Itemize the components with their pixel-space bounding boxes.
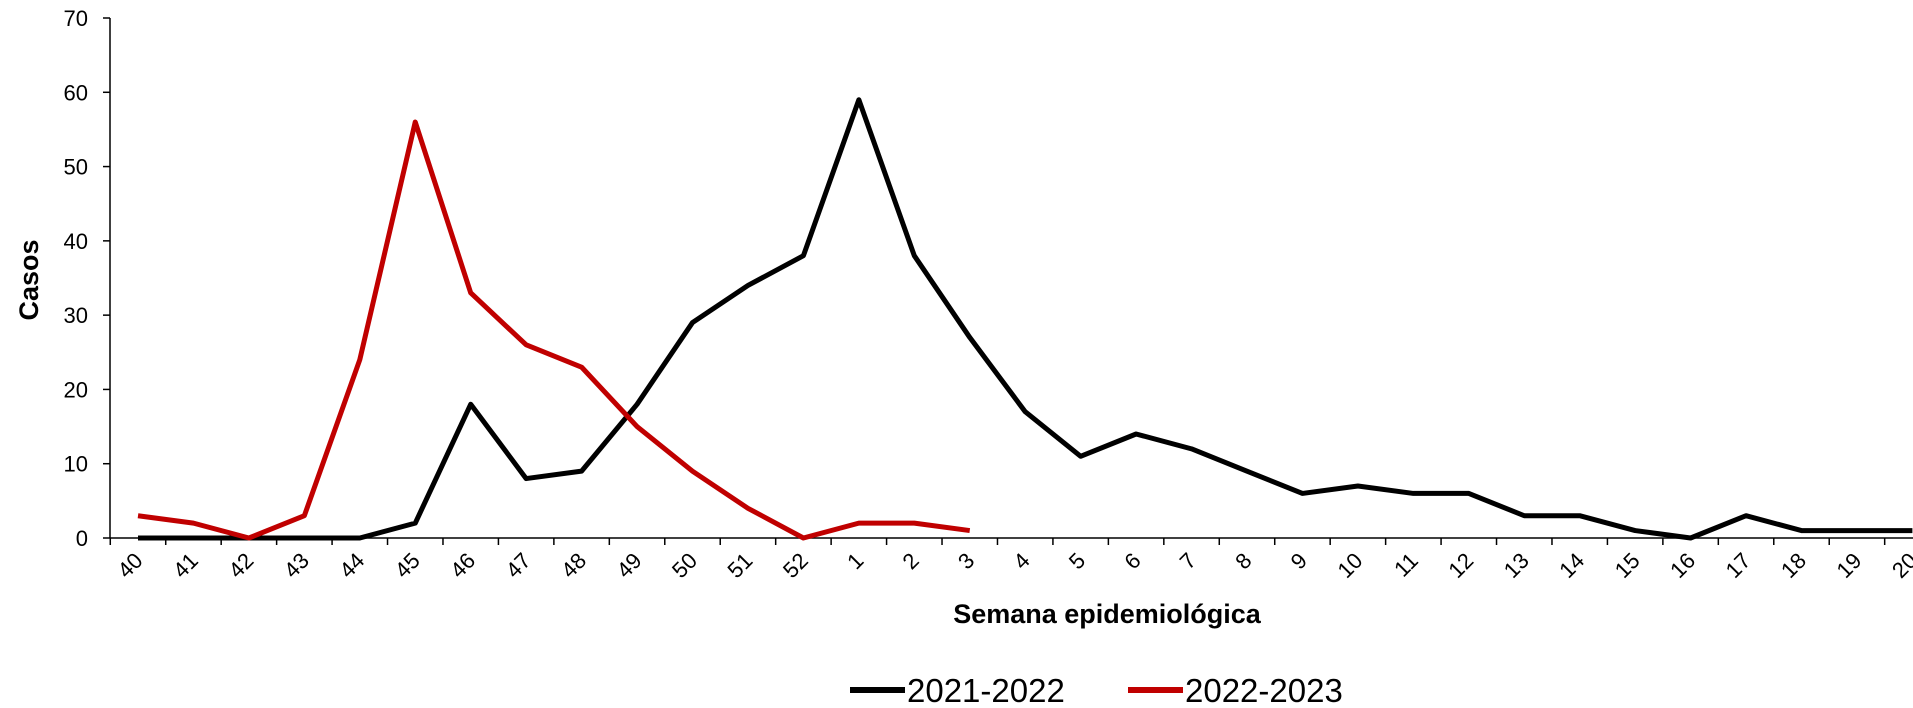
x-tick-label: 10 [1332, 548, 1367, 583]
x-tick-label: 47 [501, 548, 536, 583]
x-tick-label: 50 [667, 548, 702, 583]
x-tick-label: 7 [1175, 548, 1201, 574]
x-tick-label: 45 [390, 548, 425, 583]
y-tick-label: 50 [64, 155, 88, 180]
legend-label: 2021-2022 [907, 672, 1065, 708]
x-tick-label: 14 [1554, 548, 1589, 583]
x-tick-label: 18 [1776, 548, 1811, 583]
x-tick-label: 9 [1286, 548, 1312, 574]
y-tick-label: 70 [64, 6, 88, 31]
x-tick-label: 49 [612, 548, 647, 583]
x-tick-label: 41 [168, 548, 203, 583]
x-tick-label: 46 [445, 548, 480, 583]
x-tick-label: 8 [1230, 548, 1256, 574]
x-tick-label: 13 [1499, 548, 1534, 583]
x-tick-label: 40 [113, 548, 148, 583]
legend-label: 2022-2023 [1185, 672, 1343, 708]
x-tick-label: 17 [1721, 548, 1756, 583]
x-tick-label: 42 [223, 548, 258, 583]
y-tick-label: 40 [64, 229, 88, 254]
y-tick-label: 0 [76, 526, 88, 551]
x-tick-label: 2 [897, 548, 923, 574]
x-tick-label: 15 [1610, 548, 1645, 583]
x-tick-label: 1 [842, 548, 868, 574]
x-tick-label: 19 [1831, 548, 1866, 583]
series-line [138, 97, 1913, 541]
y-tick-label: 60 [64, 80, 88, 105]
x-tick-label: 48 [556, 548, 591, 583]
x-tick-label: 6 [1119, 548, 1145, 574]
x-tick-label: 4 [1008, 548, 1034, 574]
x-tick-label: 3 [953, 548, 979, 574]
x-tick-label: 20 [1887, 548, 1913, 583]
x-tick-label: 16 [1665, 548, 1700, 583]
x-tick-label: 11 [1389, 548, 1423, 582]
y-tick-label: 30 [64, 303, 88, 328]
x-tick-label: 51 [722, 548, 757, 583]
x-tick-label: 5 [1064, 548, 1090, 574]
y-tick-label: 10 [64, 452, 88, 477]
x-tick-label: 44 [334, 548, 369, 583]
x-axis-title: Semana epidemiológica [953, 599, 1262, 629]
x-tick-label: 52 [778, 548, 813, 583]
y-tick-label: 20 [64, 377, 88, 402]
y-axis-title: Casos [14, 239, 44, 320]
x-tick-label: 12 [1443, 548, 1478, 583]
x-tick-label: 43 [279, 548, 314, 583]
series-line [137, 119, 971, 541]
